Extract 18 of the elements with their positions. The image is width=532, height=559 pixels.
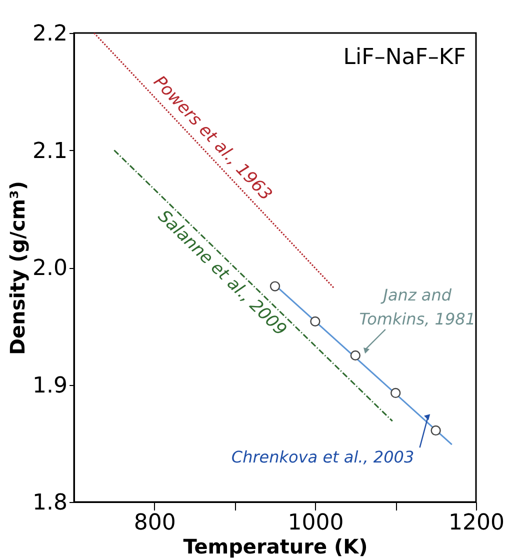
- x-tick-label: 1200: [448, 510, 504, 536]
- x-tick-label: 1000: [288, 510, 344, 536]
- y-tick-label: 1.9: [32, 373, 68, 398]
- y-axis-title: Density (g/cm³): [6, 180, 30, 356]
- y-tick-label: 2.1: [32, 138, 68, 164]
- text: LiF–NaF–KF: [343, 45, 466, 70]
- y-tick-label: 2.0: [32, 256, 68, 281]
- point: [350, 350, 360, 360]
- annotation: Chrenkova et al., 2003: [231, 448, 414, 467]
- annotation: Janz and Tomkins, 1981: [359, 285, 476, 328]
- x-tick-label: 800: [134, 510, 176, 536]
- y-tick-label: 2.2: [32, 22, 68, 46]
- point: [310, 316, 320, 326]
- x-axis-title: Temperature (K): [183, 534, 368, 558]
- point: [430, 425, 441, 436]
- point: [270, 281, 280, 292]
- point: [390, 388, 401, 398]
- y-tick-label: 1.8: [32, 490, 68, 516]
